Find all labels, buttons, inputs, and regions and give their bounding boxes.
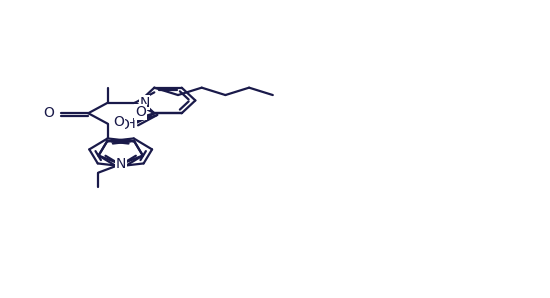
Text: N: N [139,96,150,110]
Text: O: O [113,115,124,129]
Text: O: O [43,106,54,120]
Text: N: N [116,157,126,171]
Text: O: O [119,118,129,132]
Text: NH: NH [116,117,136,131]
Text: O: O [135,105,146,119]
